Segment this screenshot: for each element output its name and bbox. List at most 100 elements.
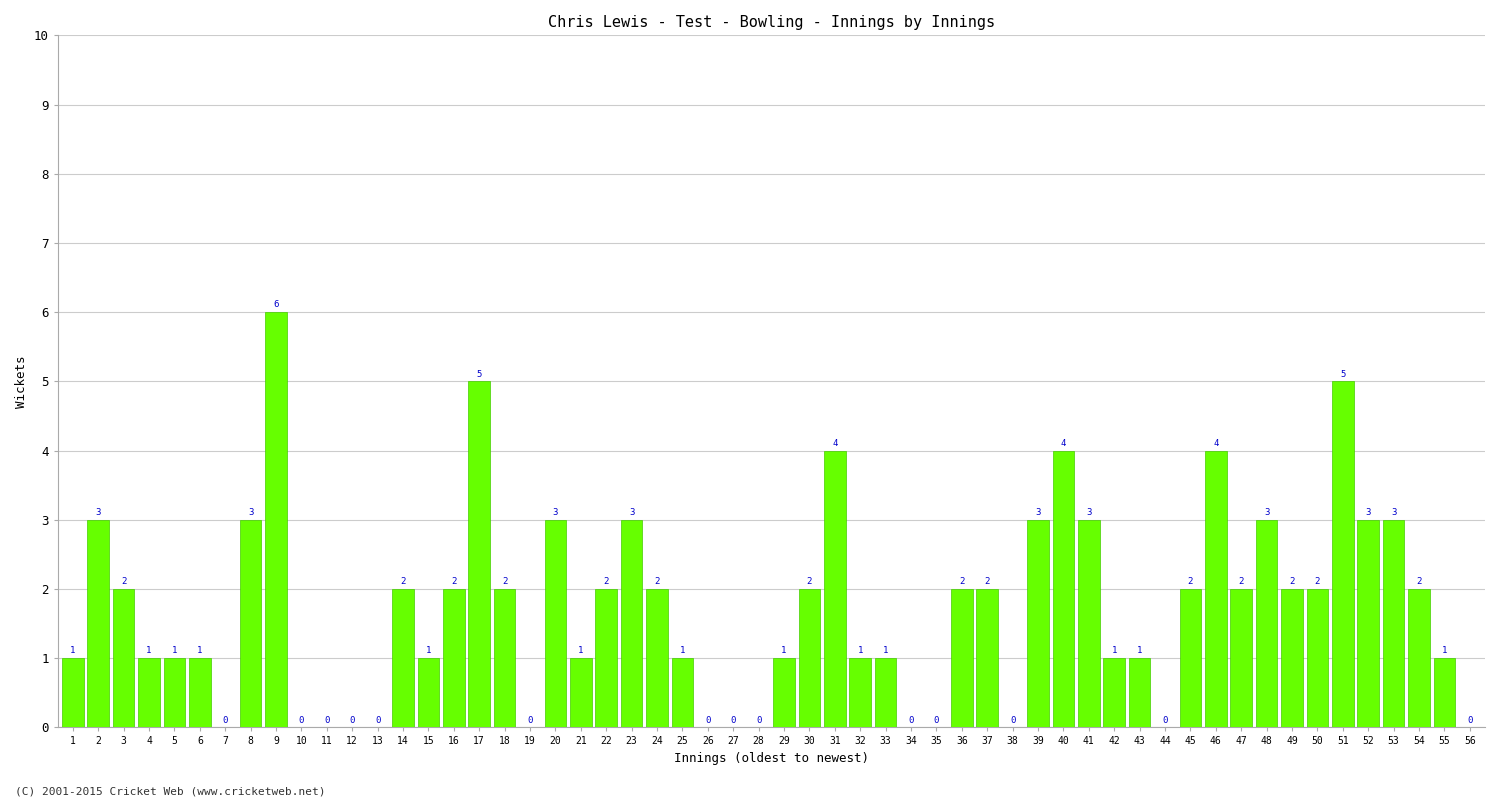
Bar	[1028, 520, 1048, 727]
Text: 2: 2	[1416, 578, 1422, 586]
Bar	[1078, 520, 1100, 727]
Bar	[1306, 589, 1328, 727]
Text: 2: 2	[654, 578, 660, 586]
Bar	[772, 658, 795, 727]
Bar	[976, 589, 998, 727]
Text: 3: 3	[1365, 508, 1371, 517]
Text: 0: 0	[756, 716, 762, 725]
Text: 2: 2	[807, 578, 812, 586]
Bar	[874, 658, 897, 727]
Bar	[266, 312, 286, 727]
Bar	[646, 589, 668, 727]
Text: 4: 4	[1214, 439, 1218, 448]
Bar	[1130, 658, 1150, 727]
Bar	[87, 520, 109, 727]
Bar	[570, 658, 591, 727]
Text: 0: 0	[375, 716, 381, 725]
Bar	[1204, 450, 1227, 727]
Bar	[164, 658, 184, 727]
Bar	[494, 589, 516, 727]
Bar	[442, 589, 465, 727]
X-axis label: Innings (oldest to newest): Innings (oldest to newest)	[674, 752, 868, 765]
Text: 3: 3	[552, 508, 558, 517]
Bar	[1104, 658, 1125, 727]
Text: 1: 1	[171, 646, 177, 655]
Text: 0: 0	[909, 716, 914, 725]
Text: 0: 0	[1467, 716, 1473, 725]
Bar	[849, 658, 871, 727]
Text: 3: 3	[1035, 508, 1041, 517]
Bar	[672, 658, 693, 727]
Title: Chris Lewis - Test - Bowling - Innings by Innings: Chris Lewis - Test - Bowling - Innings b…	[548, 15, 994, 30]
Bar	[392, 589, 414, 727]
Text: 0: 0	[528, 716, 532, 725]
Bar	[62, 658, 84, 727]
Bar	[1053, 450, 1074, 727]
Text: 1: 1	[426, 646, 430, 655]
Text: 0: 0	[1010, 716, 1016, 725]
Text: 2: 2	[122, 578, 126, 586]
Text: 2: 2	[400, 578, 405, 586]
Text: 1: 1	[70, 646, 75, 655]
Text: 2: 2	[984, 578, 990, 586]
Text: 5: 5	[1340, 370, 1346, 378]
Text: 2: 2	[503, 578, 507, 586]
Text: 1: 1	[147, 646, 152, 655]
Text: 3: 3	[1086, 508, 1092, 517]
Text: 1: 1	[578, 646, 584, 655]
Bar	[417, 658, 440, 727]
Bar	[798, 589, 820, 727]
Text: 1: 1	[1112, 646, 1118, 655]
Text: 1: 1	[680, 646, 686, 655]
Text: 1: 1	[1137, 646, 1143, 655]
Text: 0: 0	[298, 716, 304, 725]
Text: 3: 3	[96, 508, 100, 517]
Bar	[468, 382, 490, 727]
Bar	[621, 520, 642, 727]
Text: 5: 5	[477, 370, 482, 378]
Text: 0: 0	[350, 716, 355, 725]
Text: 2: 2	[1290, 578, 1294, 586]
Bar	[596, 589, 616, 727]
Bar	[1434, 658, 1455, 727]
Text: 2: 2	[958, 578, 964, 586]
Text: 3: 3	[1390, 508, 1396, 517]
Bar	[1256, 520, 1278, 727]
Text: 2: 2	[1239, 578, 1244, 586]
Text: 0: 0	[222, 716, 228, 725]
Text: 6: 6	[273, 300, 279, 310]
Bar	[544, 520, 566, 727]
Text: 2: 2	[1188, 578, 1192, 586]
Bar	[951, 589, 972, 727]
Bar	[824, 450, 846, 727]
Text: 1: 1	[782, 646, 786, 655]
Text: 1: 1	[1442, 646, 1448, 655]
Bar	[1281, 589, 1304, 727]
Text: 0: 0	[324, 716, 330, 725]
Text: 0: 0	[933, 716, 939, 725]
Text: 0: 0	[730, 716, 736, 725]
Text: 0: 0	[1162, 716, 1167, 725]
Text: 1: 1	[884, 646, 888, 655]
Bar	[240, 520, 261, 727]
Text: 3: 3	[248, 508, 254, 517]
Bar	[138, 658, 160, 727]
Bar	[1383, 520, 1404, 727]
Bar	[1179, 589, 1202, 727]
Text: 1: 1	[196, 646, 202, 655]
Text: 2: 2	[452, 578, 456, 586]
Bar	[1408, 589, 1430, 727]
Text: 2: 2	[1314, 578, 1320, 586]
Text: 2: 2	[603, 578, 609, 586]
Bar	[189, 658, 210, 727]
Text: 1: 1	[858, 646, 862, 655]
Text: 4: 4	[1060, 439, 1066, 448]
Text: 0: 0	[705, 716, 711, 725]
Y-axis label: Wickets: Wickets	[15, 355, 28, 408]
Bar	[112, 589, 135, 727]
Bar	[1332, 382, 1353, 727]
Text: 3: 3	[628, 508, 634, 517]
Bar	[1358, 520, 1378, 727]
Text: (C) 2001-2015 Cricket Web (www.cricketweb.net): (C) 2001-2015 Cricket Web (www.cricketwe…	[15, 786, 326, 796]
Text: 4: 4	[833, 439, 837, 448]
